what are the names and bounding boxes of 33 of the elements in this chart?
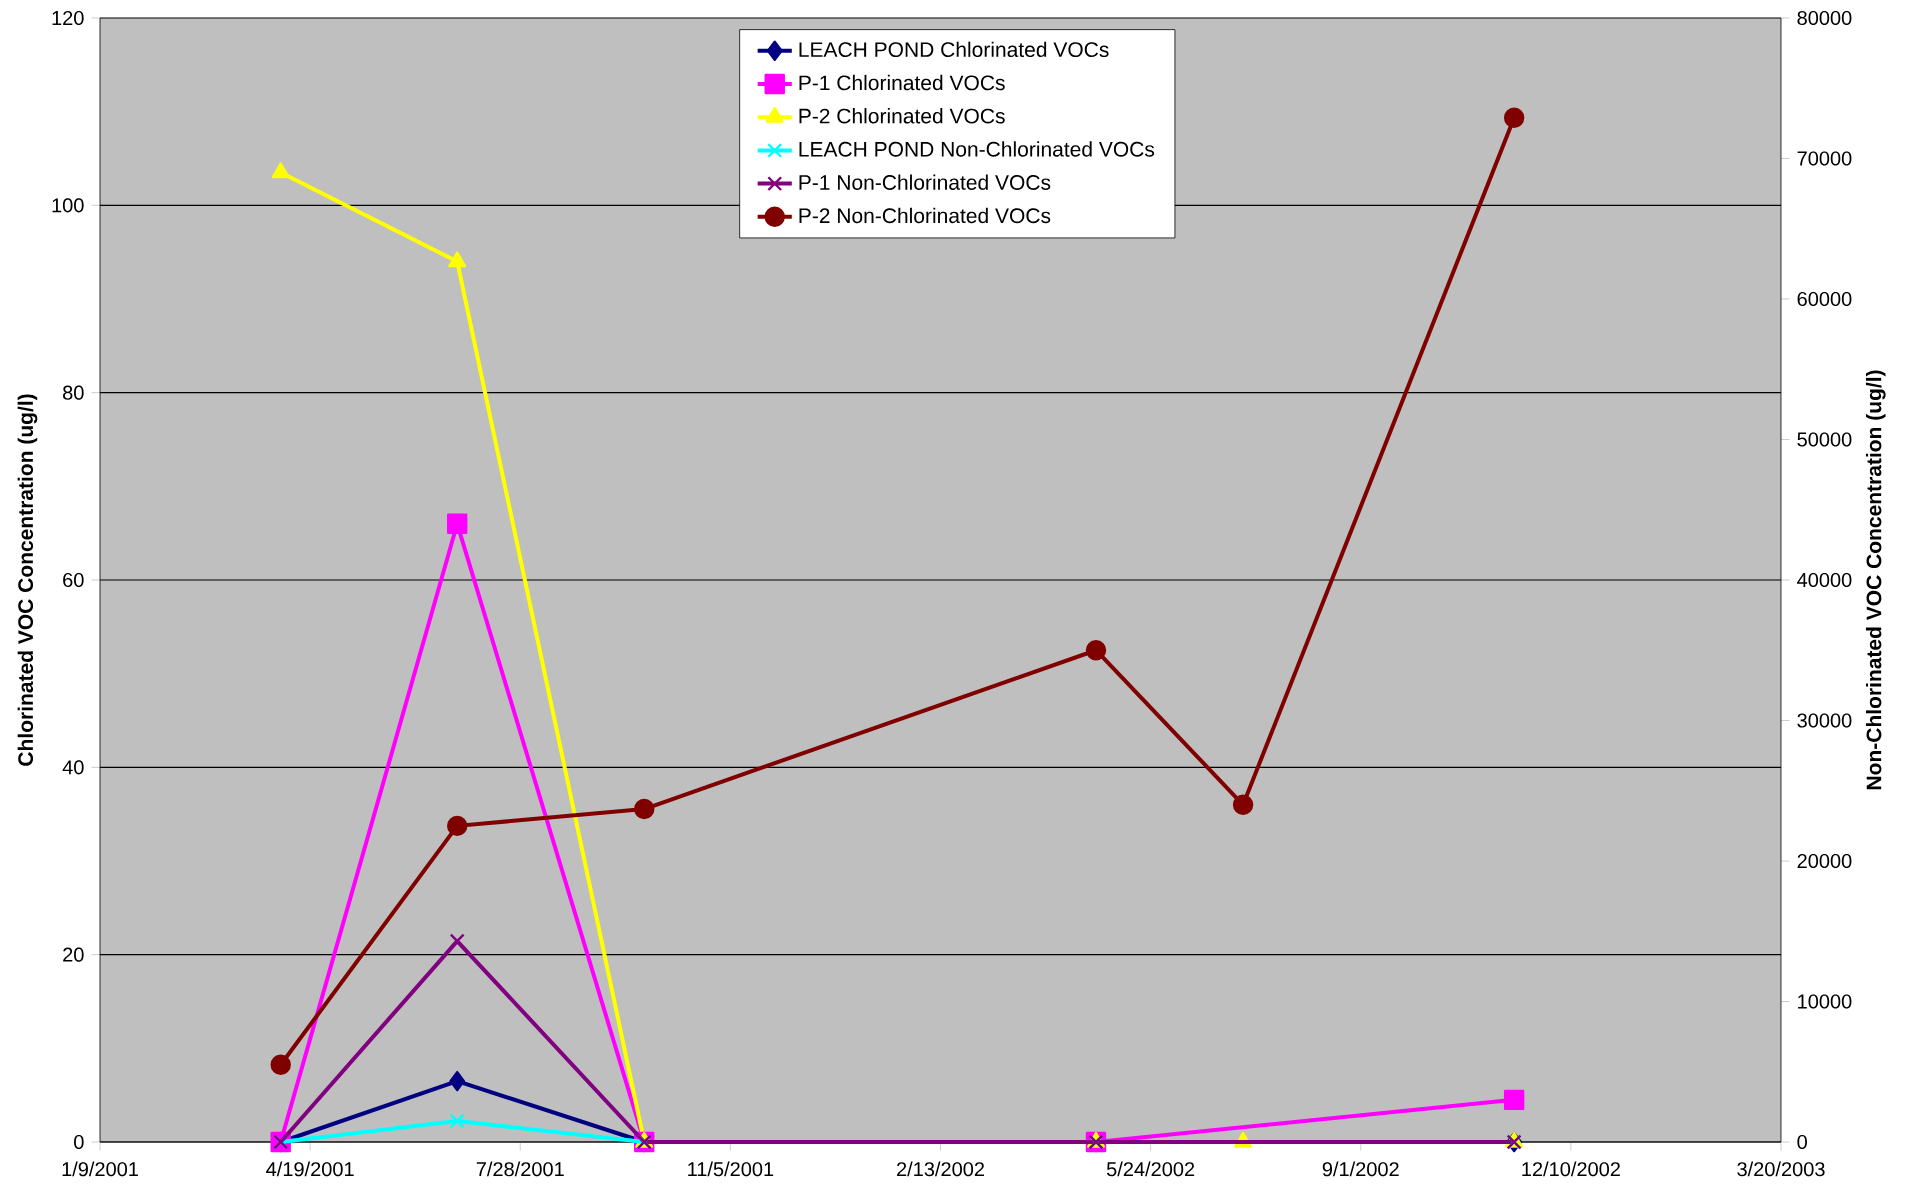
y2-tick-label: 60000 [1797,291,1852,307]
legend-label: P-2 Non-Chlorinated VOCs [799,207,1051,224]
x-tick-label: 4/19/2001 [266,1161,354,1177]
y2-tick-label: 80000 [1797,10,1852,26]
x-tick-label: 3/20/2003 [1737,1161,1825,1177]
x-tick-label: 12/10/2002 [1522,1161,1620,1177]
y2-tick-label: 0 [1797,1134,1807,1150]
y-tick-label: 100 [52,198,84,213]
y2-axis-title: Non-Chlorinated VOC Concentration (ug/l) [1865,370,1886,790]
legend-label: LEACH POND Chlorinated VOCs [799,41,1109,58]
legend-label: LEACH POND Non-Chlorinated VOCs [799,141,1155,157]
y-tick-label: 80 [63,385,84,400]
x-tick-label: 7/28/2001 [476,1161,564,1177]
legend-label: P-1 Non-Chlorinated VOCs [799,174,1051,190]
y-tick-label: 20 [63,947,84,962]
y-axis-title: Chlorinated VOC Concentration (ug/l) [17,394,38,766]
x-tick-label: 5/24/2002 [1106,1161,1195,1177]
x-tick-label: 11/5/2001 [688,1161,774,1177]
x-tick-label: 2/13/2002 [897,1161,984,1177]
y2-tick-label: 20000 [1797,853,1852,869]
x-tick-label: 1/9/2001 [62,1161,138,1177]
legend-label: P-2 Chlorinated VOCs [799,108,1005,124]
y-tick-label: 60 [63,572,84,588]
y2-tick-label: 50000 [1797,432,1852,447]
legend-label: P-1 Chlorinated VOCs [799,74,1005,91]
y2-tick-label: 10000 [1798,994,1852,1009]
y2-tick-label: 40000 [1797,572,1852,588]
y2-tick-label: 70000 [1797,151,1852,166]
x-tick-label: 9/1/2002 [1322,1161,1399,1177]
y-tick-label: 40 [62,760,84,775]
y-tick-label: 120 [52,10,84,26]
y2-tick-label: 30000 [1797,713,1852,728]
y-tick-label: 0 [74,1134,84,1150]
